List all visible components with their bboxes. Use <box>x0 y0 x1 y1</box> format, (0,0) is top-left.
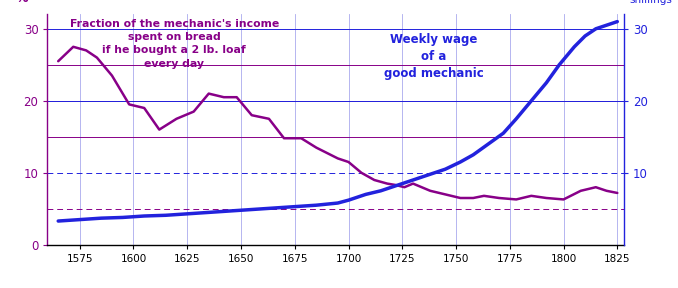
Text: %: % <box>16 0 28 5</box>
Text: Weekly wage
of a
good mechanic: Weekly wage of a good mechanic <box>384 33 483 80</box>
Text: Fraction of the mechanic's income
spent on bread
if he bought a 2 lb. loaf
every: Fraction of the mechanic's income spent … <box>70 19 279 69</box>
Text: shillings: shillings <box>630 0 673 5</box>
